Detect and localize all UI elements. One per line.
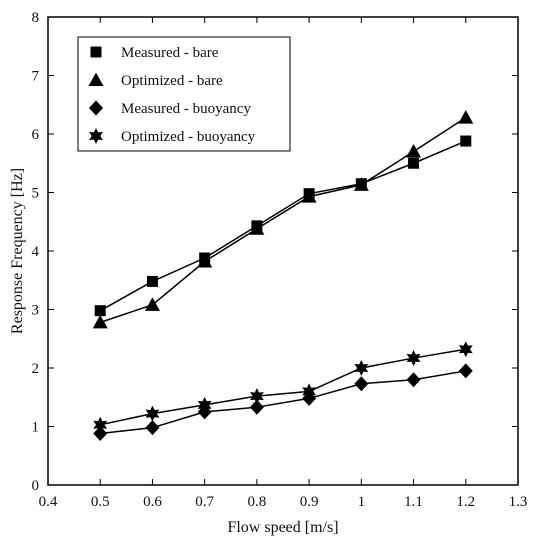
y-tick-label: 0: [32, 478, 40, 494]
x-tick-label: 0.5: [91, 494, 110, 510]
data-point-optimized-buoyancy: [145, 405, 160, 422]
x-tick-label: 1.1: [404, 494, 423, 510]
data-point-optimized-bare: [406, 144, 422, 158]
data-point-measured-buoyancy: [458, 363, 473, 379]
data-point-optimized-bare: [197, 254, 213, 268]
legend-item-measured-bare: Measured - bare: [90, 45, 219, 61]
data-point-optimized-bare: [92, 314, 108, 329]
x-tick-label: 0.6: [143, 494, 162, 510]
series-measured-buoyancy: [93, 363, 473, 442]
data-point-optimized-bare: [353, 177, 369, 191]
data-point-measured-buoyancy: [249, 399, 264, 415]
data-point-optimized-buoyancy: [93, 416, 108, 433]
data-point-measured-bare: [460, 135, 472, 147]
legend-item-optimized-buoyancy: Optimized - buoyancy: [89, 128, 256, 145]
data-point-optimized-bare: [458, 110, 474, 124]
tick-layer: 0.4 0.5 0.6 0.7 0.8 0.9 1 1.1 1.2 1.3 0 1 2 3 4 5 6 7 8: [32, 10, 528, 510]
data-point-optimized-buoyancy: [249, 388, 264, 405]
x-tick-label: 0.8: [248, 494, 267, 510]
data-point-measured-buoyancy: [406, 372, 421, 388]
legend-label: Measured - buoyancy: [121, 101, 251, 117]
series-line-measured-buoyancy: [100, 370, 466, 435]
data-point-optimized-buoyancy: [406, 350, 421, 367]
data-point-optimized-buoyancy: [354, 360, 369, 376]
data-point-optimized-buoyancy: [197, 396, 212, 413]
y-tick-label: 5: [32, 186, 40, 202]
data-point-optimized-buoyancy: [302, 383, 317, 400]
legend-item-measured-buoyancy: Measured - buoyancy: [89, 100, 251, 117]
series-line-optimized-bare: [99, 116, 467, 324]
series-measured-bare: [94, 135, 472, 317]
data-point-optimized-bare: [301, 189, 317, 203]
y-tick-label: 3: [32, 303, 40, 319]
y-tick-label: 1: [32, 420, 40, 436]
legend-items: Measured - bare Optimized - bare Measured …: [88, 45, 256, 145]
series-line-optimized-buoyancy: [100, 348, 466, 426]
x-axis-title: Flow speed [m/s]: [227, 519, 338, 536]
data-point-measured-buoyancy: [354, 376, 369, 392]
y-tick-label: 7: [32, 69, 40, 85]
data-point-measured-bare: [146, 275, 158, 287]
data-point-measured-bare: [408, 157, 420, 169]
x-tick-label: 0.7: [195, 494, 214, 510]
series-layer: [92, 110, 474, 442]
y-tick-label: 4: [32, 244, 40, 260]
data-point-optimized-bare: [249, 221, 265, 235]
x-tick-label: 1.2: [456, 494, 475, 510]
x-tick-label: 0.9: [300, 494, 319, 510]
y-tick-label: 8: [32, 10, 40, 26]
y-tick-label: 2: [32, 361, 40, 377]
data-point-measured-buoyancy: [145, 420, 160, 436]
legend-box: [77, 36, 291, 152]
legend-label: Optimized - buoyancy: [121, 129, 256, 145]
data-point-measured-bare: [94, 305, 106, 317]
x-tick-label: 0.4: [39, 494, 58, 510]
series-line-measured-bare: [99, 140, 467, 312]
legend-marker-measured-bare: [90, 46, 102, 58]
legend-item-optimized-bare: Optimized - bare: [88, 72, 223, 89]
legend-marker-optimized-buoyancy: [89, 128, 103, 144]
x-tick-label: 1: [358, 494, 366, 510]
legend: Measured - bare Optimized - bare Measured …: [77, 36, 291, 152]
data-point-optimized-buoyancy: [458, 341, 473, 358]
legend-marker-measured-buoyancy: [89, 100, 103, 116]
y-tick-label: 6: [32, 127, 40, 143]
data-point-measured-buoyancy: [93, 426, 108, 442]
legend-label: Measured - bare: [121, 45, 219, 61]
series-optimized-bare: [92, 110, 474, 329]
data-point-optimized-bare: [144, 297, 160, 311]
series-optimized-buoyancy: [93, 341, 473, 433]
legend-marker-optimized-bare: [88, 72, 104, 86]
x-tick-label: 1.3: [509, 494, 528, 510]
legend-label: Optimized - bare: [121, 73, 223, 89]
y-axis-title: Response Frequency [Hz]: [9, 168, 26, 334]
